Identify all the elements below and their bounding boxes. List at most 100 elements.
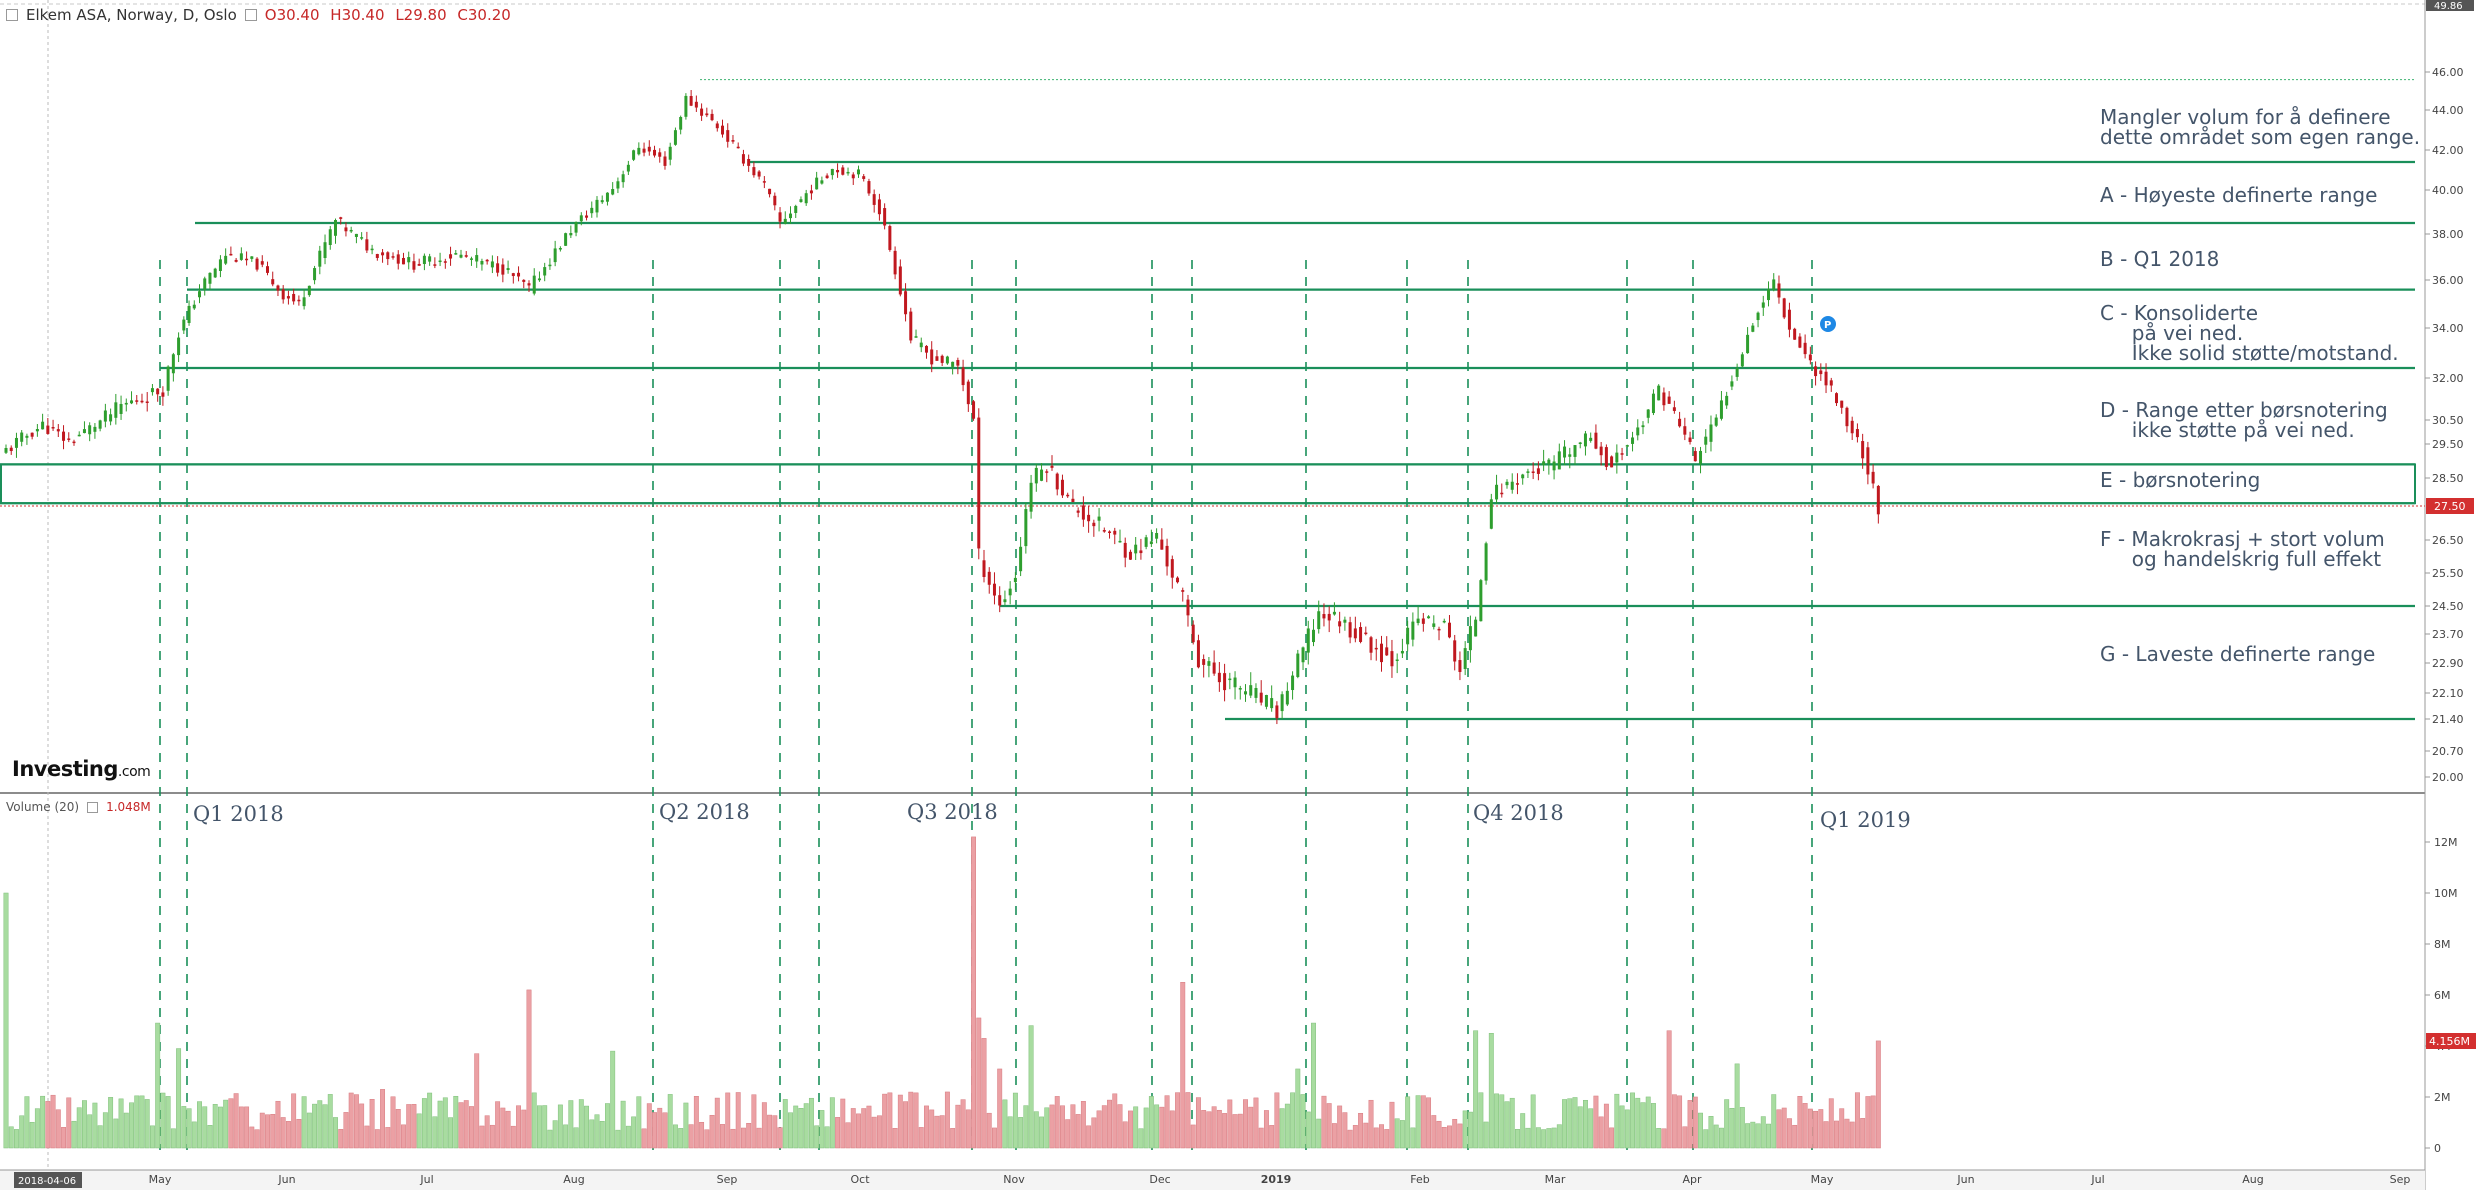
candle [789, 213, 792, 219]
candle [177, 337, 181, 356]
time-tick-label: Jun [1956, 1173, 1974, 1186]
volume-bar [814, 1125, 820, 1149]
volume-bar [767, 1114, 773, 1149]
candle [783, 218, 787, 224]
candle [360, 237, 364, 239]
candle [1317, 611, 1321, 630]
volume-bar [693, 1096, 699, 1149]
volume-bar [1107, 1099, 1112, 1149]
candle [433, 264, 437, 266]
volume-bar [1065, 1119, 1071, 1149]
volume-bar [228, 1098, 234, 1149]
candle [375, 253, 379, 258]
quarter-dashed-lines [159, 260, 1813, 1150]
candle [182, 319, 186, 331]
volume-bar [238, 1106, 244, 1149]
volume-bar [526, 989, 532, 1149]
candle [1421, 618, 1425, 624]
candle [428, 256, 432, 262]
volume-bar [1033, 1111, 1039, 1149]
price-tick-label: 20.00 [2432, 771, 2464, 784]
volume-bar [207, 1125, 213, 1149]
candle [1793, 328, 1797, 340]
volume-bar [735, 1092, 741, 1149]
candle [611, 189, 615, 195]
volume-bar [573, 1127, 579, 1149]
candle [1709, 424, 1713, 442]
volume-bar [730, 1128, 736, 1149]
volume-bar [772, 1115, 778, 1149]
volume-bar [1462, 1110, 1468, 1149]
candle [1803, 342, 1807, 355]
volume-bar [1875, 1040, 1881, 1149]
time-tick-label: Jul [2090, 1173, 2104, 1186]
volume-bar [1321, 1095, 1327, 1149]
settings-icon[interactable] [244, 9, 257, 21]
candle [480, 260, 484, 265]
volume-bar [751, 1094, 757, 1149]
candle [1013, 577, 1017, 583]
candle [67, 438, 71, 440]
candle [543, 267, 547, 276]
volume-bar [463, 1100, 469, 1149]
volume-bar [683, 1102, 689, 1149]
candle [1390, 651, 1394, 667]
volume-header: Volume (20) 1.048M [6, 800, 151, 814]
candle [815, 177, 819, 190]
volume-bar [1138, 1128, 1144, 1149]
candle [736, 146, 740, 149]
volume-bar [1541, 1129, 1547, 1149]
volume-bar [301, 1096, 307, 1149]
volume-bar [1018, 1117, 1024, 1149]
volume-bar [934, 1115, 940, 1149]
volume-bar [1802, 1103, 1808, 1149]
volume-bar [1818, 1109, 1824, 1149]
candle [4, 447, 8, 453]
volume-bar [1609, 1127, 1615, 1149]
volume-bar [1739, 1107, 1745, 1149]
annotation-g: G - Laveste definerte range [2100, 642, 2376, 666]
ohlc-values: O30.40 H30.40 L29.80 C30.20 [265, 6, 517, 24]
candle [77, 434, 81, 437]
volume-bar [61, 1127, 66, 1149]
volume-bar [327, 1094, 333, 1149]
candle [1411, 621, 1415, 640]
collapse-icon[interactable] [6, 9, 18, 21]
volume-bar [186, 1108, 192, 1149]
volume-bar [856, 1113, 861, 1149]
candle [339, 217, 343, 219]
volume-bar [1483, 1121, 1489, 1149]
candle [422, 255, 426, 265]
candle [1442, 620, 1446, 623]
volume-bar [411, 1104, 417, 1149]
candle [1332, 611, 1336, 615]
candle [569, 233, 573, 236]
candle [846, 171, 850, 174]
candle [1657, 385, 1661, 401]
volume-bar [1771, 1094, 1777, 1149]
candle [239, 253, 243, 260]
volume-bar [521, 1109, 527, 1149]
candle [673, 130, 677, 145]
candle [564, 233, 568, 246]
candle [1672, 407, 1676, 411]
candle [1338, 621, 1342, 627]
volume-bar [568, 1100, 574, 1149]
volume-bar [986, 1112, 992, 1149]
candle [1348, 622, 1352, 638]
annotation-f: F - Makrokrasj + stort volum og handelsk… [2100, 527, 2385, 571]
candle [1521, 474, 1525, 479]
candle [924, 345, 928, 353]
candle [114, 402, 118, 418]
candle [1432, 623, 1436, 627]
candle [1081, 505, 1085, 520]
volume-bar [861, 1108, 867, 1149]
candle [715, 123, 719, 129]
candle [449, 254, 453, 259]
candle [396, 254, 400, 264]
candle [877, 199, 881, 215]
price-tick-label: 34.00 [2432, 322, 2464, 335]
volume-bar [34, 1108, 40, 1149]
volume-settings-icon[interactable] [87, 801, 99, 813]
volume-bar [14, 1129, 19, 1149]
